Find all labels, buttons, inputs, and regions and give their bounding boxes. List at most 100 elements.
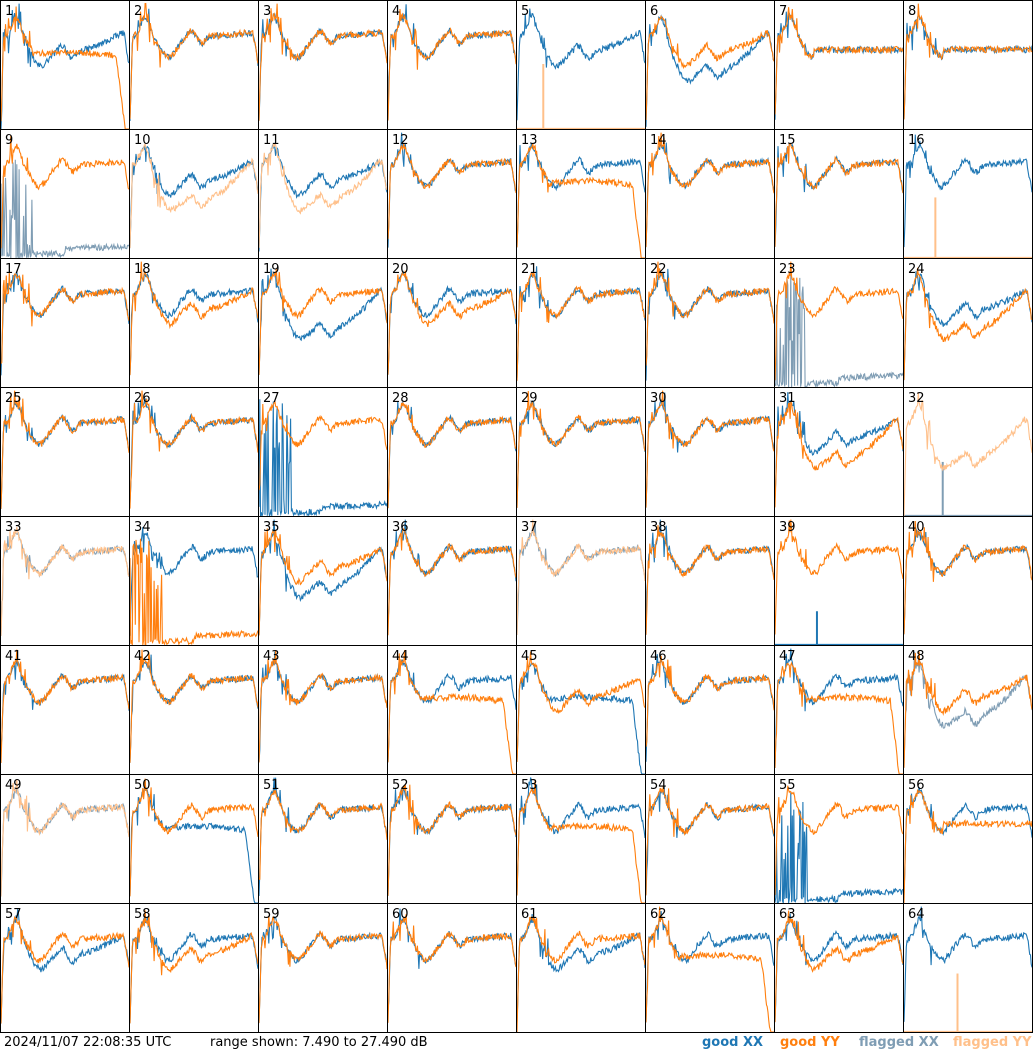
panel-59-yy-line (259, 915, 387, 1024)
panel-label: 20 (392, 262, 409, 277)
panel-23-yy-line (775, 261, 903, 381)
panel-5-xx-line (517, 8, 645, 121)
panel-34-xx-line (130, 527, 258, 636)
panel-label: 19 (263, 262, 280, 277)
panel-50: 50 (130, 778, 258, 903)
panel-63-xx-line (775, 913, 903, 1023)
panel-label: 5 (521, 4, 529, 19)
panel-27-plot (259, 399, 387, 516)
panel-51-xx-line (259, 777, 387, 897)
panel-30: 30 (646, 390, 774, 508)
panel-52-yy-line (388, 784, 516, 896)
panel-label: 9 (5, 133, 13, 148)
panel-63-plot (775, 910, 903, 1023)
panel-33-yy-line (1, 526, 129, 636)
panel-label: 39 (779, 520, 796, 535)
panel-18-yy-line (130, 261, 258, 376)
panel-6-xx-line (646, 14, 774, 127)
panel-9: 9 (1, 133, 129, 258)
panel-44-plot (388, 650, 516, 774)
panel-label: 29 (521, 391, 538, 406)
panel-label: 44 (392, 649, 409, 664)
panel-55-plot (775, 785, 903, 903)
panel-7-yy-line (775, 7, 903, 115)
panel-label: 10 (134, 133, 151, 148)
panel-label: 14 (650, 133, 667, 148)
panel-label: 6 (650, 4, 658, 19)
panel-label: 36 (392, 520, 409, 535)
panel-label: 43 (263, 649, 280, 664)
panel-49-plot (1, 779, 129, 897)
panel-13-xx-line (517, 142, 645, 248)
panel-40: 40 (904, 520, 1032, 635)
panel-61-plot (517, 914, 645, 1032)
panel-label: 53 (521, 778, 538, 793)
panel-58-plot (130, 910, 258, 1024)
panel-40-plot (904, 520, 1032, 635)
panel-53: 53 (517, 777, 645, 903)
panel-22: 22 (646, 261, 774, 381)
panel-19: 19 (259, 262, 387, 375)
panel-35-yy-line (259, 528, 387, 636)
panel-label: 18 (134, 262, 151, 277)
panel-35: 35 (259, 519, 387, 636)
panel-24-yy-line (904, 267, 1032, 381)
panel-32: 32 (904, 391, 1032, 516)
panel-18: 18 (130, 261, 258, 376)
panel-label: 27 (263, 391, 280, 406)
panel-51: 51 (259, 777, 387, 897)
panel-40-yy-line (904, 520, 1032, 635)
panel-25-plot (1, 390, 129, 509)
panel-6: 6 (646, 4, 774, 127)
panel-43-plot (259, 650, 387, 763)
panel-50-yy-line (130, 778, 258, 897)
panel-58: 58 (130, 907, 258, 1024)
panel-62-xx-line (646, 911, 774, 1023)
panel-39: 39 (775, 519, 903, 645)
panel-46: 46 (646, 649, 774, 762)
panel-36: 36 (388, 519, 516, 636)
panel-14-xx-line (646, 142, 774, 248)
panel-17-plot (1, 270, 129, 376)
panel-10-yy-line (130, 143, 258, 249)
panel-60-yy-line (388, 914, 516, 1023)
panel-52: 52 (388, 778, 516, 896)
panel-14-yy-line (646, 132, 774, 248)
panel-55: 55 (775, 778, 903, 903)
panel-2: 2 (130, 3, 258, 122)
panel-3: 3 (259, 3, 387, 121)
legend-good-yy: good YY (780, 1035, 840, 1050)
panel-label: 28 (392, 391, 409, 406)
panel-47: 47 (775, 648, 903, 774)
panel-38-plot (646, 519, 774, 635)
panel-8-xx-line (904, 14, 1032, 120)
panel-4-plot (388, 4, 516, 121)
panel-13: 13 (517, 133, 645, 258)
panel-7-plot (775, 7, 903, 120)
panel-label: 13 (521, 133, 538, 148)
panel-46-yy-line (646, 655, 774, 747)
panel-label: 23 (779, 262, 796, 277)
panel-15-xx-line (775, 143, 903, 247)
panel-9-yy-line (1, 135, 129, 249)
panel-15-plot (775, 142, 903, 247)
panel-30-xx-line (646, 392, 774, 508)
panel-47-plot (775, 648, 903, 774)
panel-1: 1 (1, 3, 129, 129)
panel-61-xx-line (517, 914, 645, 1023)
panel-61-yy-line (517, 916, 645, 1032)
panel-57-yy-line (1, 915, 129, 1024)
panel-4-yy-line (388, 8, 516, 121)
panel-10: 10 (130, 133, 258, 249)
panel-label: 32 (908, 391, 925, 406)
panel-18-plot (130, 261, 258, 376)
panel-10-plot (130, 143, 258, 249)
panel-36-plot (388, 519, 516, 636)
panel-23-plot (775, 261, 903, 387)
panel-18-xx-line (130, 270, 258, 376)
panel-label: 38 (650, 520, 667, 535)
panel-29: 29 (517, 390, 645, 508)
panel-label: 45 (521, 649, 538, 664)
panel-6-yy-line (646, 15, 774, 121)
